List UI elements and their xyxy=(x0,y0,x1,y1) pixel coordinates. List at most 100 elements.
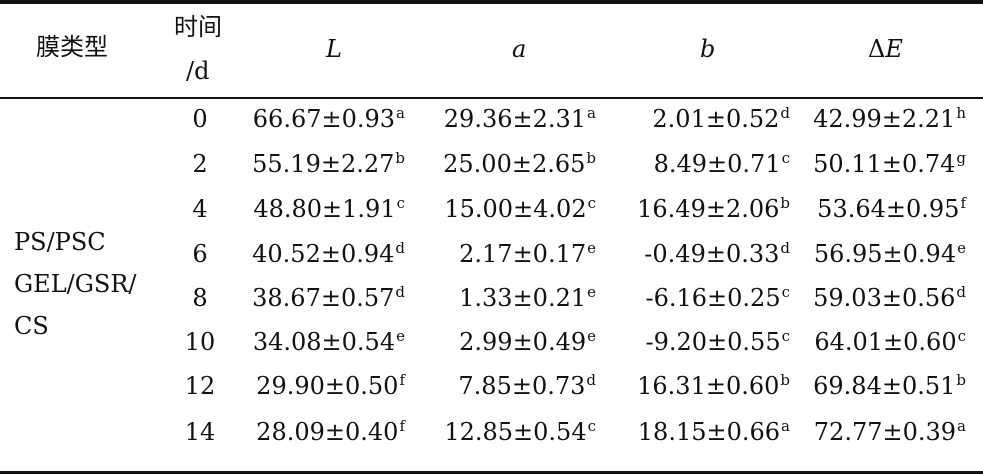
table-cell-a: 12.85±0.54c xyxy=(444,418,596,446)
cell-value: 2.17±0.17 xyxy=(459,240,587,268)
cell-value: 72.77±0.39 xyxy=(813,418,957,446)
cell-significance-letter: e xyxy=(587,239,596,257)
film-type-line-1: PS/PSC xyxy=(14,228,106,256)
header-time-line1: 时间 xyxy=(174,13,222,41)
cell-significance-letter: c xyxy=(781,283,790,301)
table-cell-b: -6.16±0.25c xyxy=(646,284,791,312)
cell-value: 66.67±0.93 xyxy=(252,105,396,133)
cell-significance-letter: a xyxy=(781,417,790,435)
cell-significance-letter: a xyxy=(587,104,596,122)
header-film-type: 膜类型 xyxy=(36,33,108,61)
cell-value: 16.31±0.60 xyxy=(637,372,780,400)
table-cell-l: 48.80±1.91c xyxy=(253,195,405,223)
table-cell-b: -0.49±0.33d xyxy=(644,240,790,268)
cell-significance-letter: g xyxy=(956,149,966,167)
table-cell-de: 72.77±0.39a xyxy=(814,418,966,446)
cell-significance-letter: b xyxy=(586,149,596,167)
table-cell-b: 8.49±0.71c xyxy=(654,150,790,178)
table-cell-time: 10 xyxy=(184,328,216,356)
header-e-symbol: E xyxy=(885,35,903,63)
table-cell-de: 50.11±0.74g xyxy=(813,150,966,178)
cell-value: 34.08±0.54 xyxy=(252,328,396,356)
cell-significance-letter: d xyxy=(395,283,405,301)
cell-significance-letter: a xyxy=(957,417,966,435)
cell-value: 50.11±0.74 xyxy=(813,150,956,178)
table-bottom-rule xyxy=(0,471,983,474)
cell-value: 42.99±2.21 xyxy=(813,105,956,133)
cell-significance-letter: b xyxy=(780,371,790,389)
cell-significance-letter: f xyxy=(960,194,966,212)
table-cell-time: 4 xyxy=(192,195,208,223)
cell-value: 48.80±1.91 xyxy=(253,195,396,223)
cell-significance-letter: f xyxy=(399,417,405,435)
cell-significance-letter: b xyxy=(780,194,790,212)
cell-value: -6.16±0.25 xyxy=(645,284,781,312)
header-b: b xyxy=(700,35,716,63)
table-cell-time: 8 xyxy=(192,284,208,312)
cell-value: 29.36±2.31 xyxy=(443,105,587,133)
cell-value: 25.00±2.65 xyxy=(443,150,586,178)
table-cell-a: 25.00±2.65b xyxy=(443,150,596,178)
table-cell-l: 29.90±0.50f xyxy=(256,372,405,400)
header-L: L xyxy=(326,35,342,63)
cell-value: 2.99±0.49 xyxy=(459,328,587,356)
cell-significance-letter: c xyxy=(396,194,405,212)
table-cell-time: 12 xyxy=(184,372,216,400)
table-cell-a: 7.85±0.73d xyxy=(458,372,596,400)
table-cell-b: 18.15±0.66a xyxy=(638,418,790,446)
cell-significance-letter: d xyxy=(956,283,966,301)
cell-value: 59.03±0.56 xyxy=(813,284,956,312)
table-cell-de: 42.99±2.21h xyxy=(813,105,966,133)
cell-value: 15.00±4.02 xyxy=(444,195,587,223)
cell-significance-letter: d xyxy=(780,239,790,257)
cell-value: 56.95±0.94 xyxy=(813,240,957,268)
cell-value: 40.52±0.94 xyxy=(252,240,395,268)
table-header-rule xyxy=(0,97,983,99)
cell-significance-letter: f xyxy=(399,371,405,389)
cell-significance-letter: b xyxy=(395,149,405,167)
cell-value: 12.85±0.54 xyxy=(444,418,587,446)
cell-value: 16.49±2.06 xyxy=(637,195,780,223)
table-cell-a: 29.36±2.31a xyxy=(444,105,596,133)
cell-value: 64.01±0.60 xyxy=(814,328,957,356)
cell-significance-letter: e xyxy=(587,327,596,345)
cell-value: -0.49±0.33 xyxy=(644,240,780,268)
header-a: a xyxy=(512,35,527,63)
header-time-line2: /d xyxy=(186,57,210,85)
header-delta-e: ΔE xyxy=(868,35,903,63)
table-cell-b: 16.49±2.06b xyxy=(637,195,790,223)
cell-value: 55.19±2.27 xyxy=(252,150,395,178)
cell-significance-letter: c xyxy=(781,149,790,167)
cell-value: 69.84±0.51 xyxy=(813,372,956,400)
table-cell-time: 2 xyxy=(192,150,208,178)
table-cell-l: 28.09±0.40f xyxy=(256,418,405,446)
table-cell-de: 69.84±0.51b xyxy=(813,372,966,400)
header-delta-symbol: Δ xyxy=(868,35,886,63)
cell-significance-letter: e xyxy=(587,283,596,301)
cell-value: 1.33±0.21 xyxy=(459,284,587,312)
table-cell-de: 64.01±0.60c xyxy=(814,328,966,356)
table-cell-time: 0 xyxy=(192,105,208,133)
cell-significance-letter: e xyxy=(396,327,405,345)
cell-significance-letter: d xyxy=(395,239,405,257)
cell-significance-letter: h xyxy=(956,104,966,122)
table-cell-de: 56.95±0.94e xyxy=(814,240,966,268)
table-cell-b: 2.01±0.52d xyxy=(652,105,790,133)
cell-value: 7.85±0.73 xyxy=(458,372,586,400)
table-cell-a: 2.17±0.17e xyxy=(459,240,596,268)
table-cell-time: 6 xyxy=(192,240,208,268)
table-cell-l: 55.19±2.27b xyxy=(252,150,405,178)
cell-significance-letter: d xyxy=(780,104,790,122)
table-cell-l: 40.52±0.94d xyxy=(252,240,405,268)
cell-value: 53.64±0.95 xyxy=(817,195,960,223)
table-cell-l: 66.67±0.93a xyxy=(253,105,405,133)
cell-significance-letter: c xyxy=(957,327,966,345)
cell-significance-letter: e xyxy=(957,239,966,257)
cell-value: 38.67±0.57 xyxy=(252,284,395,312)
cell-value: 2.01±0.52 xyxy=(652,105,780,133)
cell-significance-letter: c xyxy=(587,194,596,212)
table-cell-time: 14 xyxy=(184,418,216,446)
cell-value: 8.49±0.71 xyxy=(653,150,781,178)
table-cell-a: 15.00±4.02c xyxy=(444,195,596,223)
cell-significance-letter: c xyxy=(587,417,596,435)
